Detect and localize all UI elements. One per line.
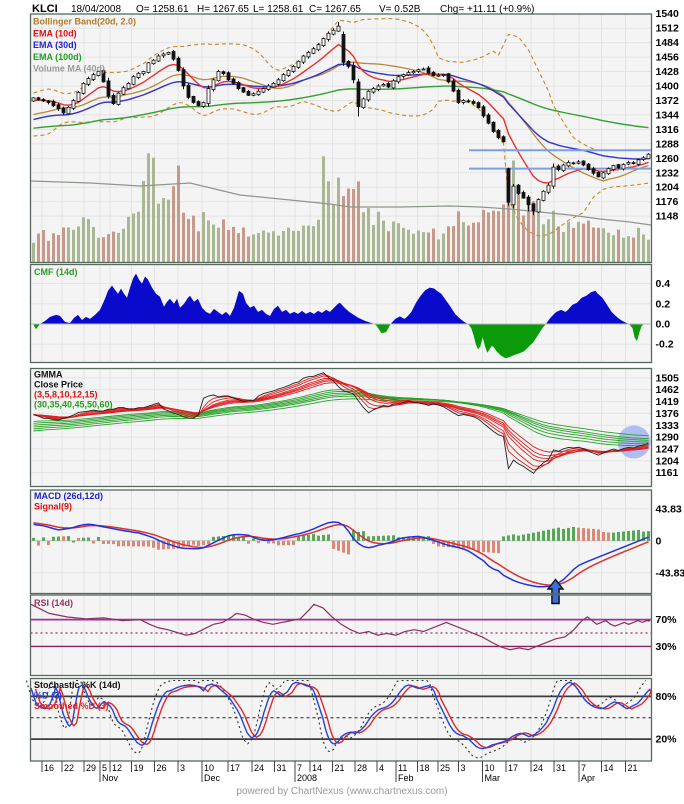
svg-text:0.0: 0.0 xyxy=(656,319,671,331)
svg-text:EMA (10d): EMA (10d) xyxy=(33,28,77,38)
svg-text:7: 7 xyxy=(581,763,586,773)
svg-text:43.83: 43.83 xyxy=(656,503,682,515)
svg-text:1456: 1456 xyxy=(656,52,680,64)
svg-text:1247: 1247 xyxy=(656,443,680,455)
svg-text:3: 3 xyxy=(461,763,466,773)
svg-text:Dec: Dec xyxy=(204,773,221,783)
svg-text:16: 16 xyxy=(44,763,54,773)
svg-text:1148: 1148 xyxy=(656,211,679,223)
svg-text:28: 28 xyxy=(357,763,367,773)
svg-text:0.4: 0.4 xyxy=(656,278,671,290)
svg-text:1376: 1376 xyxy=(656,408,680,420)
svg-text:GMMA: GMMA xyxy=(34,370,63,380)
svg-text:EMA (30d): EMA (30d) xyxy=(33,40,77,50)
svg-text:12: 12 xyxy=(112,763,122,773)
svg-text:1232: 1232 xyxy=(656,167,680,179)
svg-text:31: 31 xyxy=(556,763,566,773)
svg-text:(30,35,40,45,50,60): (30,35,40,45,50,60) xyxy=(34,400,113,410)
svg-text:1176: 1176 xyxy=(656,196,679,208)
svg-text:1505: 1505 xyxy=(656,372,680,384)
svg-text:26: 26 xyxy=(157,763,167,773)
svg-text:1372: 1372 xyxy=(656,95,680,107)
svg-text:3: 3 xyxy=(180,763,185,773)
svg-text:EMA (100d): EMA (100d) xyxy=(33,52,82,62)
svg-text:1419: 1419 xyxy=(656,396,680,408)
svg-text:-0.2: -0.2 xyxy=(656,339,674,351)
svg-text:1540: 1540 xyxy=(656,8,680,20)
svg-text:4: 4 xyxy=(379,763,384,773)
svg-text:1400: 1400 xyxy=(656,81,680,93)
svg-text:0.2: 0.2 xyxy=(656,298,671,310)
svg-text:%D (3): %D (3) xyxy=(34,691,62,701)
svg-text:Feb: Feb xyxy=(398,773,414,783)
svg-text:1288: 1288 xyxy=(656,138,680,150)
svg-text:7: 7 xyxy=(297,763,302,773)
svg-text:11: 11 xyxy=(398,763,407,773)
svg-text:29: 29 xyxy=(86,763,96,773)
svg-text:Signal(9): Signal(9) xyxy=(34,502,72,512)
svg-text:30%: 30% xyxy=(656,641,678,653)
svg-text:Chg= +11.11 (+0.9%): Chg= +11.11 (+0.9%) xyxy=(440,4,534,15)
svg-text:19: 19 xyxy=(134,763,144,773)
svg-text:0: 0 xyxy=(656,535,662,547)
svg-text:-43.83: -43.83 xyxy=(656,567,684,579)
svg-text:1161: 1161 xyxy=(656,467,679,479)
svg-text:1204: 1204 xyxy=(656,455,680,467)
svg-text:24: 24 xyxy=(254,763,264,773)
svg-text:25: 25 xyxy=(440,763,450,773)
svg-text:Smoothed %D (3): Smoothed %D (3) xyxy=(34,701,109,711)
svg-text:1512: 1512 xyxy=(656,23,680,35)
svg-text:powered by ChartNexus (www.cha: powered by ChartNexus (www.chartnexus.co… xyxy=(236,786,447,797)
svg-text:20%: 20% xyxy=(656,734,678,746)
svg-text:2008: 2008 xyxy=(297,773,317,783)
svg-text:C= 1267.65: C= 1267.65 xyxy=(309,4,361,15)
svg-text:1204: 1204 xyxy=(656,182,680,194)
svg-text:1260: 1260 xyxy=(656,153,680,165)
svg-text:L= 1258.61: L= 1258.61 xyxy=(253,4,304,15)
svg-text:RSI (14d): RSI (14d) xyxy=(34,598,73,608)
svg-text:17: 17 xyxy=(508,763,518,773)
svg-text:1428: 1428 xyxy=(656,66,680,78)
svg-text:5: 5 xyxy=(102,763,107,773)
svg-text:10: 10 xyxy=(485,763,495,773)
svg-text:14: 14 xyxy=(312,763,322,773)
svg-text:H= 1267.65: H= 1267.65 xyxy=(197,4,249,15)
svg-text:1316: 1316 xyxy=(656,124,680,136)
svg-text:Volume MA (40d): Volume MA (40d) xyxy=(33,64,105,74)
svg-text:Bollinger Band(20d, 2.0): Bollinger Band(20d, 2.0) xyxy=(33,17,136,27)
svg-text:70%: 70% xyxy=(656,614,678,626)
svg-text:17: 17 xyxy=(230,763,240,773)
svg-text:(3,5,8,10,12,15): (3,5,8,10,12,15) xyxy=(34,390,98,400)
svg-text:1484: 1484 xyxy=(656,37,680,49)
svg-text:KLCI: KLCI xyxy=(32,3,58,15)
svg-text:10: 10 xyxy=(204,763,214,773)
svg-text:18: 18 xyxy=(420,763,430,773)
svg-text:1344: 1344 xyxy=(656,109,680,121)
svg-text:1462: 1462 xyxy=(656,384,680,396)
svg-text:1290: 1290 xyxy=(656,432,680,444)
svg-text:Mar: Mar xyxy=(485,773,501,783)
svg-text:80%: 80% xyxy=(656,691,678,703)
svg-text:21: 21 xyxy=(628,763,638,773)
svg-text:V= 0.52B: V= 0.52B xyxy=(379,4,421,15)
svg-text:Stochastic %K (14d): Stochastic %K (14d) xyxy=(34,680,121,690)
svg-text:22: 22 xyxy=(64,763,74,773)
svg-text:21: 21 xyxy=(335,763,345,773)
svg-text:O= 1258.61: O= 1258.61 xyxy=(136,4,189,15)
svg-text:1333: 1333 xyxy=(656,420,680,432)
svg-text:Close Price: Close Price xyxy=(34,380,83,390)
svg-text:14: 14 xyxy=(604,763,614,773)
svg-text:Apr: Apr xyxy=(581,773,595,783)
svg-text:31: 31 xyxy=(277,763,287,773)
svg-text:CMF (14d): CMF (14d) xyxy=(34,267,78,277)
svg-text:24: 24 xyxy=(533,763,543,773)
svg-text:MACD (26d,12d): MACD (26d,12d) xyxy=(34,491,103,501)
svg-text:18/04/2008: 18/04/2008 xyxy=(71,4,121,15)
svg-text:Nov: Nov xyxy=(102,773,119,783)
